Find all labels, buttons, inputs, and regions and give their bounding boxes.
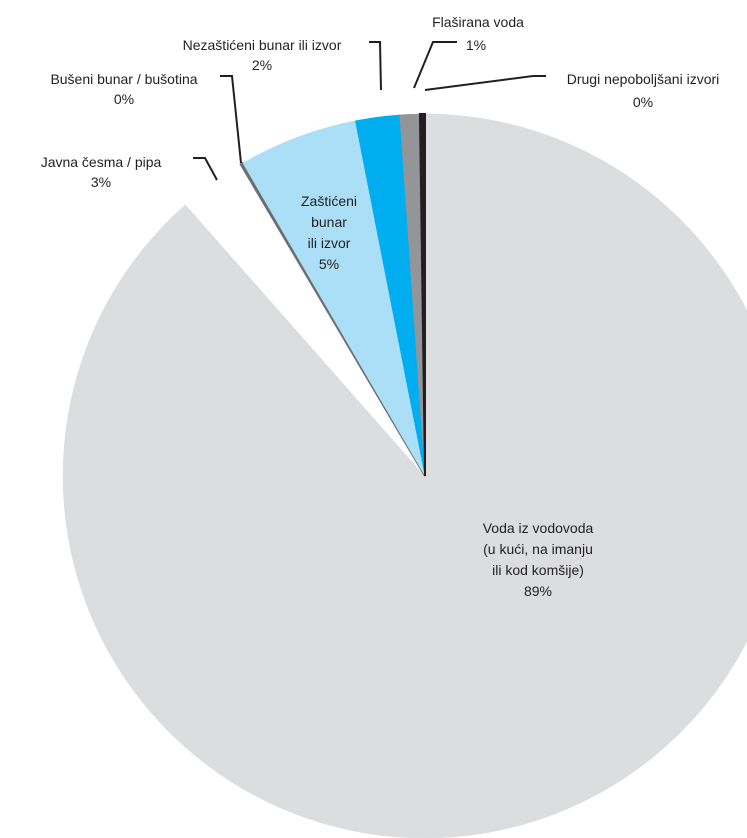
slice-label: Nezaštićeni bunar ili izvor 2% [183, 37, 342, 73]
slice-label: 1% [466, 37, 486, 53]
pie-slice [62, 113, 747, 838]
slice-label: Zaštićeni bunar ili izvor 5% [301, 193, 357, 272]
slice-label: Bušeni bunar / bušotina 0% [50, 71, 197, 107]
slice-label: 0% [633, 94, 653, 110]
pie-slice [418, 112, 426, 477]
leader-line [413, 41, 457, 89]
slice-label: Drugi nepoboljšani izvori [567, 71, 720, 87]
slice-label: Javna česma / pipa 3% [41, 154, 162, 190]
leader-line [220, 75, 242, 164]
leader-line [193, 157, 218, 181]
leader-line [424, 75, 546, 91]
slice-label: Voda iz vodovoda (u kući, na imanju ili ko… [483, 520, 594, 599]
leader-line [369, 41, 382, 91]
slice-label: Flaširana voda [432, 14, 524, 30]
